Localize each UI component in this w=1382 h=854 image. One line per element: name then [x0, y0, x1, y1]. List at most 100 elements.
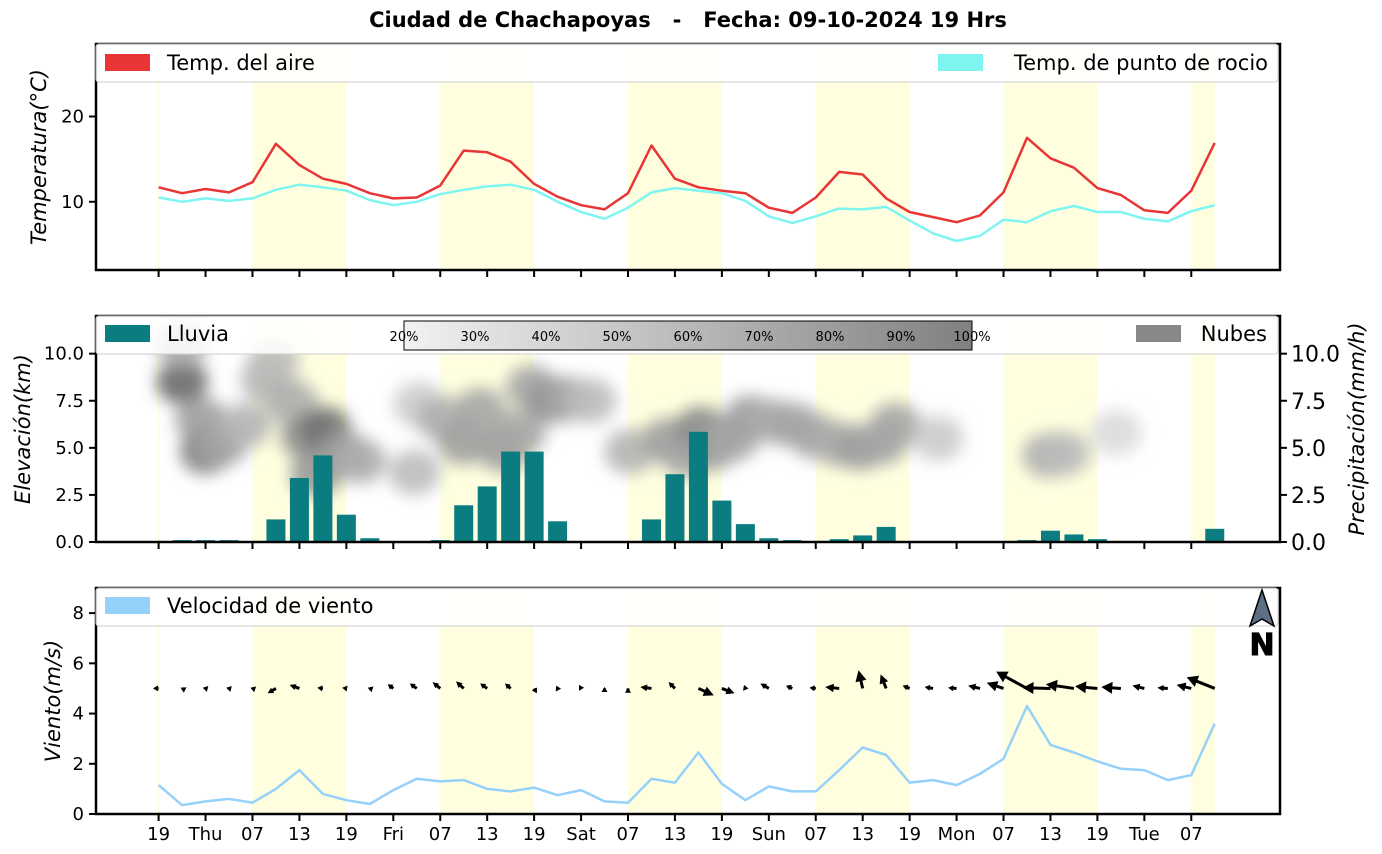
- rain-bar: [289, 477, 309, 542]
- x-tick-label: 13: [288, 824, 311, 845]
- x-tick-label: 13: [663, 824, 686, 845]
- wind-direction-arrows: [153, 670, 1216, 696]
- rain-bar: [641, 519, 661, 542]
- rain-bar: [1064, 534, 1084, 542]
- elevation-axis-label: Elevación(km): [11, 354, 35, 504]
- rain-bar: [665, 474, 685, 542]
- rain-bar: [1040, 530, 1060, 542]
- wind-arrow: [180, 687, 187, 693]
- x-tick-label: 07: [429, 824, 452, 845]
- rain-bar: [454, 505, 474, 542]
- legend-label-wind: Velocidad de viento: [167, 594, 373, 618]
- legend-label-clouds: Nubes: [1201, 322, 1267, 346]
- wind-arrow: [1022, 682, 1051, 694]
- wind-arrow: [668, 682, 677, 690]
- wind-arrow: [387, 684, 395, 690]
- rain-bar: [524, 451, 544, 542]
- cloud-blob: [869, 402, 922, 448]
- rain-bar: [336, 514, 356, 542]
- wind-arrow: [317, 685, 324, 692]
- wind-arrow: [1075, 681, 1098, 694]
- wind-arrow: [743, 684, 749, 691]
- x-tick-label: 13: [476, 824, 499, 845]
- wind-arrow: [601, 687, 608, 692]
- legend-swatch-rain: [105, 325, 150, 342]
- chart-title: Ciudad de Chachapoyas - Fecha: 09-10-202…: [369, 8, 1007, 32]
- x-tick-label: Fri: [383, 824, 404, 845]
- y-tick-label-right: 7.5: [1291, 390, 1326, 415]
- wind-arrow: [640, 684, 652, 692]
- x-tick-label: 07: [992, 824, 1015, 845]
- wind-panel: 0 2 4 6 8 19 Thu 07 13 19 Fri 07 13 19 Sat 07 13 19 Sun 07…: [41, 586, 1282, 845]
- wind-arrow: [809, 685, 816, 692]
- x-tick-label: 19: [523, 824, 546, 845]
- time-axis-labels: 19 Thu 07 13 19 Fri 07 13 19 Sat 07 13 19 Sun 07 13 19 Mo…: [147, 824, 1203, 845]
- wind-arrow: [924, 684, 934, 691]
- x-tick-label: Sat: [566, 824, 596, 845]
- legend-label-rain: Lluvia: [167, 322, 229, 346]
- x-tick-label: Thu: [188, 824, 223, 845]
- wind-arrow: [226, 686, 232, 692]
- daylight-band: [157, 316, 160, 542]
- legend-swatch-dew-point: [938, 54, 983, 71]
- cloud-blob: [334, 438, 387, 484]
- wind-arrow: [1157, 685, 1168, 692]
- colorbar-label: 40%: [532, 330, 561, 345]
- wind-arrow: [409, 683, 418, 690]
- y-tick-label: 10.0: [44, 344, 84, 365]
- wind-arrow: [289, 684, 300, 690]
- temperature-legend: Temp. del aire Temp. de punto de rocio: [95, 43, 1279, 83]
- wind-arrow: [825, 683, 840, 693]
- rain-bar: [1205, 528, 1225, 542]
- colorbar-label: 50%: [603, 330, 632, 345]
- y-tick-label: 4: [73, 704, 84, 725]
- legend-swatch-air-temp: [105, 54, 150, 71]
- wind-arrow: [555, 685, 562, 692]
- wind-arrow: [1132, 683, 1145, 691]
- wind-arrow: [1101, 681, 1121, 694]
- y-tick-label: 2.5: [55, 485, 84, 506]
- daylight-band: [157, 44, 160, 270]
- cloud-blob: [219, 402, 272, 448]
- wind-arrow: [1176, 682, 1192, 692]
- y-tick-label: 8: [73, 603, 84, 624]
- x-tick-label: Sun: [752, 824, 786, 845]
- rain-bar: [735, 524, 755, 542]
- cloud-blob: [911, 415, 964, 462]
- wind-arrow: [456, 681, 465, 690]
- temperature-axis-label: Temperatura(°C): [27, 69, 51, 245]
- wind-arrow: [1186, 675, 1216, 690]
- rain-bar: [853, 535, 873, 542]
- colorbar-label: 100%: [953, 330, 990, 345]
- wind-arrow: [342, 685, 348, 692]
- wind-arrow: [367, 686, 374, 693]
- colorbar-label: 90%: [887, 330, 916, 345]
- wind-arrow: [968, 683, 981, 691]
- y-tick-label-right: 10.0: [1291, 343, 1340, 368]
- cloud-blob: [156, 359, 208, 405]
- precipitation-panel: 0.0 0.0 2.5 2.5 5.0 5.0 7.5 7.5 10.0 10.0 Elevaci…: [11, 314, 1369, 556]
- colorbar-label: 30%: [461, 330, 490, 345]
- y-tick-label: 6: [73, 653, 84, 674]
- wind-arrow: [625, 687, 631, 693]
- wind-arrow: [948, 685, 957, 692]
- cloud-colorbar: 20% 30% 40% 50% 60% 70% 80% 90% 100%: [390, 320, 991, 351]
- cloud-blob: [454, 387, 506, 433]
- wind-arrow: [996, 671, 1028, 690]
- x-tick-label: 13: [1039, 824, 1062, 845]
- y-tick-label: 0.0: [55, 532, 84, 553]
- y-tick-label: 5.0: [55, 438, 84, 459]
- wind-arrow: [879, 674, 889, 690]
- wind-arrow: [721, 686, 735, 695]
- wind-axis-label: Viento(m/s): [41, 640, 65, 762]
- air-temp-line: [158, 136, 1216, 224]
- wind-arrow: [250, 686, 257, 693]
- rain-bar: [712, 500, 732, 542]
- wind-arrow: [480, 683, 489, 690]
- rain-bar: [876, 526, 896, 542]
- y-tick-label-right: 0.0: [1291, 531, 1326, 556]
- x-tick-label: Mon: [938, 824, 976, 845]
- wind-arrow: [902, 684, 911, 691]
- wind-arrow: [986, 681, 1004, 692]
